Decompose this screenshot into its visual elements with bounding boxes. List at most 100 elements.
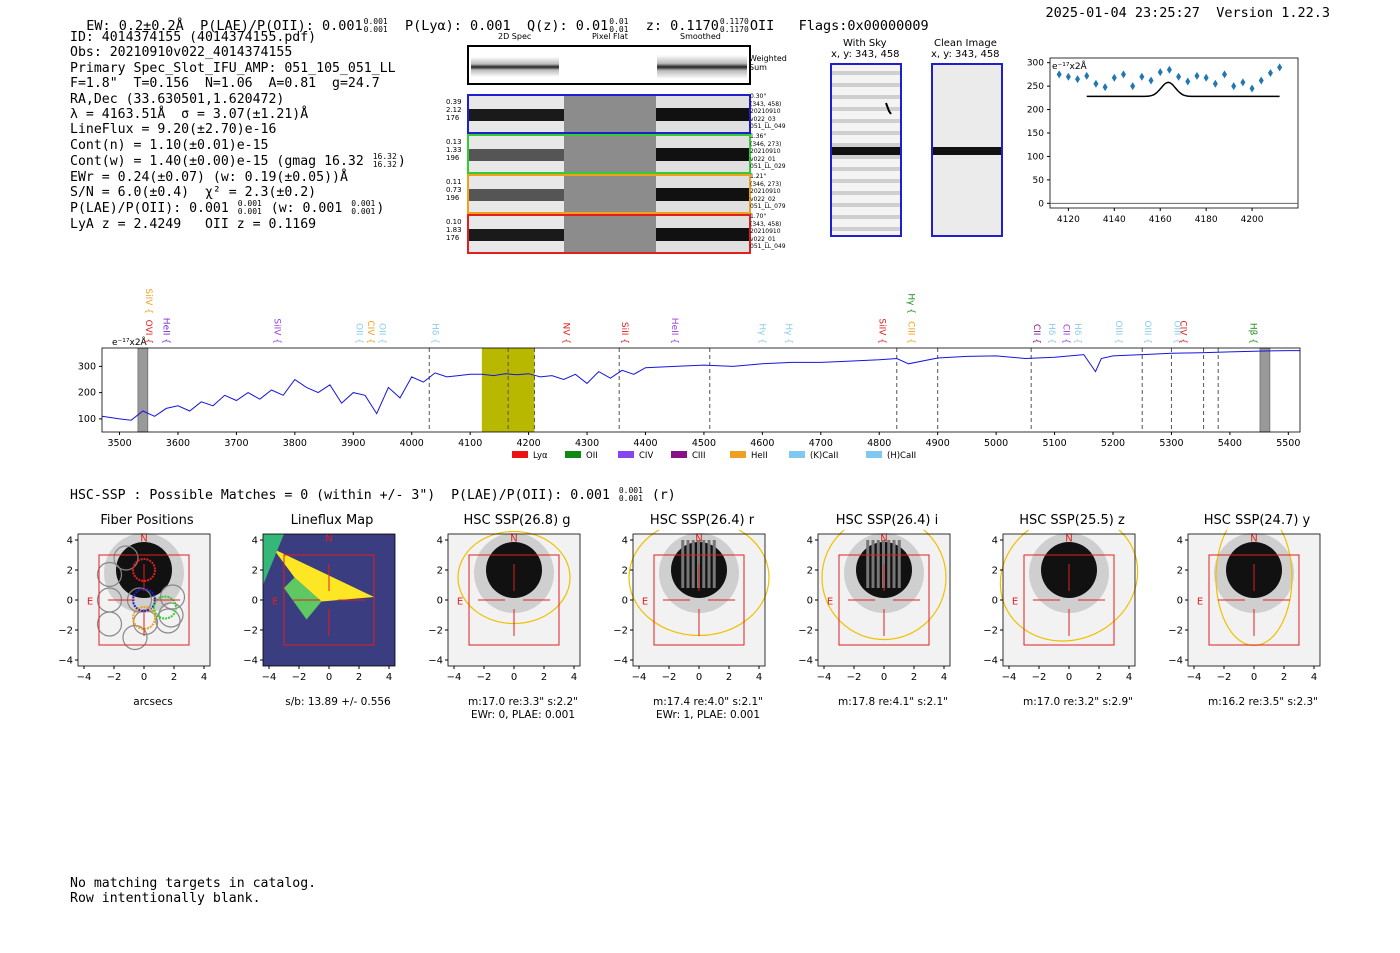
with-sky-title: With Sky: [843, 38, 887, 49]
info-plae-w-lower: 0.001: [351, 207, 376, 217]
cutout-xtick-label: −4: [1187, 672, 1202, 683]
spec-row-right-label: 0.30" (343, 458) 20210910 v022_03 051_LL…: [750, 93, 786, 130]
fiber-circle: [158, 602, 184, 628]
fiber-circle: [96, 611, 123, 637]
legend-label: Lyα: [533, 451, 548, 461]
cutout-image: N E 4 2 0 −2 −4 −4 −2 0 2 4: [613, 530, 770, 683]
hsc-title: HSC-SSP : Possible Matches = 0 (within +…: [70, 487, 676, 504]
bleed-trail: [702, 540, 706, 588]
cutout-xtick-label: 4: [386, 672, 392, 683]
zoom-data-point: [1157, 68, 1163, 77]
zoom-ytick-label: 200: [1027, 106, 1044, 116]
info-plae-w-upper: 0.001: [351, 199, 376, 209]
cutout-xtick-label: −4: [77, 672, 92, 683]
line-mark-label: CII {: [1031, 324, 1041, 344]
plae-upper: 0.001: [363, 17, 388, 26]
cutout-xtick-label: 2: [911, 672, 917, 683]
info-plae-upper: 0.001: [237, 199, 262, 209]
cutout-image: N E 4 2 0 −2 −4 −4 −2 0 2 4: [243, 534, 396, 683]
zoom-xtick-label: 4120: [1057, 215, 1080, 225]
search-box: [1208, 554, 1300, 646]
cutout-ytick-label: 0: [1177, 596, 1183, 607]
zoom-xtick-label: 4140: [1103, 215, 1126, 225]
info-contn: Cont(n) = 1.10(±0.01)e-15: [70, 137, 269, 153]
zoom-data-point: [1249, 84, 1255, 93]
full-xtick-label: 5500: [1276, 438, 1300, 449]
clean-image-band: [933, 65, 1001, 235]
cutout-xtick-label: 0: [881, 672, 887, 683]
zoom-data-point: [1194, 71, 1200, 80]
legend-swatch: [789, 451, 805, 458]
sky-stripes: [832, 71, 900, 231]
east-label: E: [1012, 597, 1018, 608]
bleed-trail: [887, 540, 891, 588]
zoom-xtick-label: 4200: [1241, 215, 1264, 225]
cutout-ytick-label: 0: [437, 596, 443, 607]
north-label: N: [695, 534, 702, 545]
col-header-smoothed: Smoothed: [680, 32, 721, 41]
clean-image-xy: x, y: 343, 458: [931, 49, 1000, 60]
cutout-xtick-label: −4: [1002, 672, 1017, 683]
full-xtick-label: 3500: [107, 438, 131, 449]
zoom-xtick-label: 4180: [1195, 215, 1218, 225]
cutout-caption-2: EWr: 0, PLAE: 0.001: [470, 709, 576, 721]
line-mark-label: Hγ {: [783, 323, 793, 344]
east-label: E: [272, 597, 278, 608]
cutout-caption: arcsecs: [133, 696, 173, 708]
full-xtick-label: 3600: [166, 438, 190, 449]
full-xtick-label: 4200: [517, 438, 541, 449]
zoom-data-point: [1166, 65, 1172, 74]
cutout-xtick-label: 2: [541, 672, 547, 683]
east-label: E: [827, 597, 833, 608]
legend-swatch: [671, 451, 687, 458]
cutout-image: N E 4 2 0 −2 −4 −4 −2 0 2 4: [1168, 530, 1321, 683]
cutout-xtick-label: 2: [1281, 672, 1287, 683]
full-xtick-label: 4800: [867, 438, 891, 449]
cutout-xtick-label: −4: [817, 672, 832, 683]
cutout-xtick-label: −4: [447, 672, 462, 683]
fiber-circle: [122, 624, 148, 651]
info-contw-row: Cont(w) = 1.40(±0.00)e-15 (gmag 16.32 16…: [70, 152, 406, 170]
cutout-xtick-label: 2: [171, 672, 177, 683]
datetime: 2025-01-04 23:25:27: [1045, 5, 1200, 21]
aperture-ellipse: [999, 530, 1139, 642]
col-header-pixelflat: Pixel Flat: [592, 32, 628, 41]
spec-row-image: [469, 216, 749, 252]
zoom-data-point: [1203, 73, 1209, 82]
z-label: z: 0.1170: [645, 18, 719, 34]
footer-line2: Row intentionally blank.: [70, 891, 261, 907]
cutout-caption: m:16.2 re:3.5" s:2.3": [1208, 696, 1318, 708]
line-mark-label: NV {: [561, 323, 571, 344]
legend-label: CIII: [692, 451, 705, 461]
cutout-xtick-label: 0: [1251, 672, 1257, 683]
cutout-xtick-label: −2: [1032, 672, 1047, 683]
info-plae: P(LAE)/P(OII): 0.001: [70, 201, 229, 217]
line-mark-label: OII {: [353, 323, 363, 344]
full-xtick-label: 4900: [926, 438, 950, 449]
cutout-title: HSC SSP(25.5) z: [1019, 513, 1125, 528]
legend-swatch: [866, 451, 882, 458]
col-header-2dspec: 2D Spec: [498, 32, 532, 41]
info-id: ID: 4014374155 (4014374155.pdf): [70, 30, 317, 45]
line-mark-label: OII {: [377, 323, 387, 344]
fiber-circle: [159, 584, 186, 610]
zoom-data-point: [1240, 78, 1246, 87]
info-fparams: F=1.8" T=0.156 N=1.06 A=0.81 g=24.7: [70, 76, 380, 92]
spec-row-left-label: 0.10 1.83 176: [446, 218, 462, 242]
cutout-ytick-label: 2: [252, 566, 258, 577]
spec-row-image: [469, 176, 749, 212]
line-mark-label: OVI {: [143, 320, 153, 344]
spec-row-image: [469, 96, 749, 132]
zoom-data-point: [1139, 72, 1145, 81]
masked-region: [137, 347, 149, 433]
full-xtick-label: 5000: [984, 438, 1008, 449]
primary-fiber-circle: [153, 595, 177, 620]
line-mark-label: SiII {: [619, 322, 629, 344]
line-mark-label: SiIV {: [876, 318, 886, 344]
cutout-xtick-label: 0: [326, 672, 332, 683]
cutout-ytick-label: 2: [437, 566, 443, 577]
fiber-circle: [96, 561, 123, 588]
fiber-circle: [155, 608, 181, 634]
full-xtick-label: 5100: [1042, 438, 1066, 449]
timestamp-version: 2025-01-04 23:25:27 Version 1.22.3: [1046, 5, 1331, 21]
